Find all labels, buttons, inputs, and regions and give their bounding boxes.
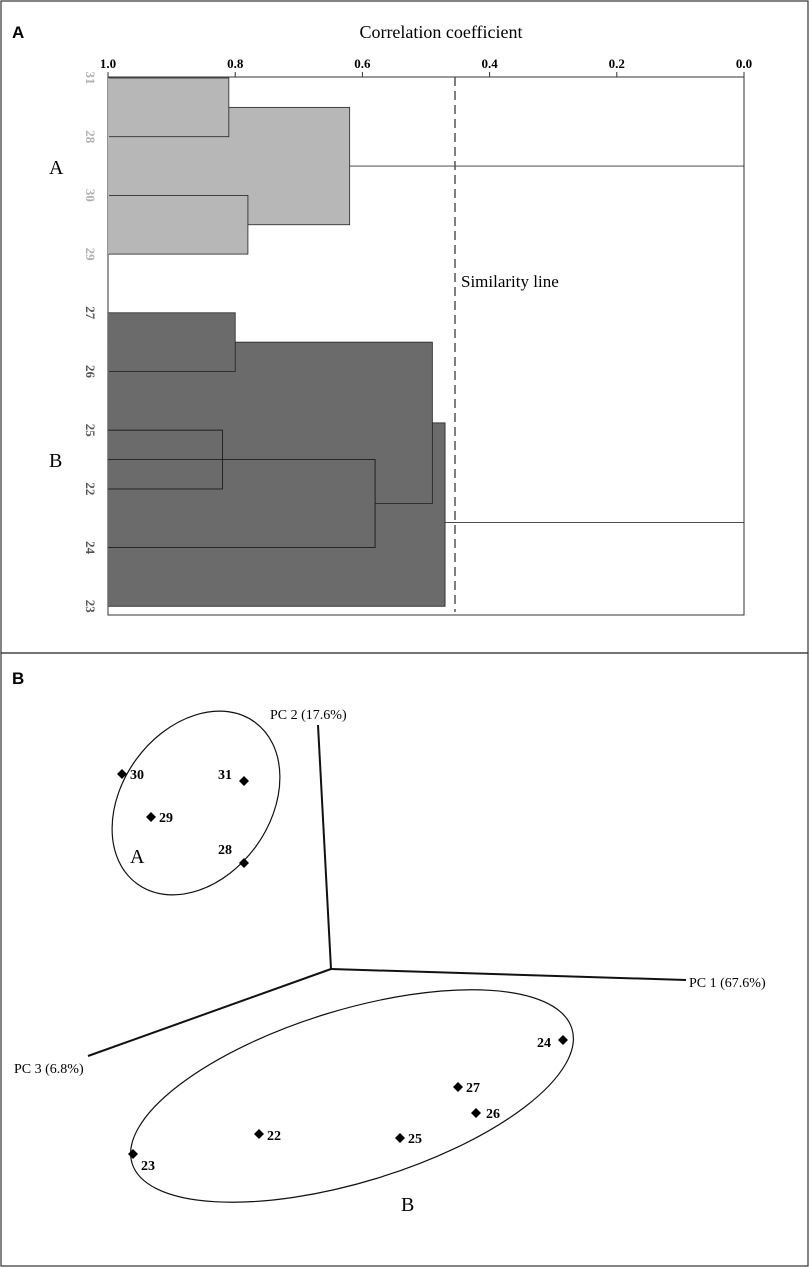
point-label: 26	[486, 1107, 500, 1122]
merge-30-29	[107, 194, 249, 255]
cluster-b-label: B	[49, 450, 62, 472]
leaf-label: 24	[83, 541, 98, 555]
panel-b-frame	[0, 652, 809, 1267]
group-a-ellipse	[111, 710, 281, 896]
dendrogram: Correlation coefficient 1.0 0.8 0.6 0.4 0.2 0…	[49, 22, 752, 616]
point-marker	[239, 858, 249, 868]
point-label: 31	[218, 768, 232, 783]
merge-31-28	[107, 77, 230, 138]
point-marker	[146, 812, 156, 822]
leaf-label: 27	[83, 306, 98, 320]
point-label: 29	[159, 811, 173, 826]
group-a-label: A	[130, 846, 145, 868]
point-marker	[395, 1133, 405, 1143]
merge-27-26	[107, 312, 236, 372]
pca-plot: PC 2 (17.6%) PC 1 (67.6%) PC 3 (6.8%) A …	[14, 708, 766, 1216]
point-label: 27	[466, 1081, 480, 1096]
leaf-label: 31	[83, 72, 98, 85]
x-tick-label: 1.0	[100, 56, 116, 71]
pc1-axis	[330, 968, 687, 981]
x-tick-label: 0.4	[481, 56, 498, 71]
similarity-line-label: Similarity line	[461, 272, 559, 291]
pc2-axis	[317, 724, 332, 970]
leaf-label: 23	[83, 600, 98, 614]
point-marker	[254, 1129, 264, 1139]
x-tick-label: 0.8	[227, 56, 244, 71]
point-marker	[558, 1035, 568, 1045]
x-tick-label: 0.6	[354, 56, 371, 71]
point-label: 30	[130, 768, 144, 783]
point-marker	[471, 1108, 481, 1118]
point-label: 22	[267, 1129, 281, 1144]
pc3-axis-label: PC 3 (6.8%)	[14, 1062, 84, 1077]
cluster-a-fill	[108, 78, 109, 255]
leaf-label: 22	[83, 482, 98, 495]
cluster-a-label: A	[49, 157, 64, 179]
x-tick-label: 0.0	[736, 56, 752, 71]
point-label: 24	[537, 1036, 551, 1051]
leaf-label: 30	[83, 189, 98, 202]
leaf-label: 29	[83, 248, 98, 262]
leaf-label: 28	[83, 130, 98, 144]
group-b-ellipse	[130, 989, 574, 1203]
leaf-label: 25	[83, 424, 98, 438]
point-label: 23	[141, 1159, 155, 1174]
point-label: 25	[408, 1132, 422, 1147]
panel-a-letter: A	[12, 23, 24, 42]
group-b-label: B	[401, 1194, 414, 1216]
leaf-label: 26	[83, 365, 98, 379]
point-label: 28	[218, 843, 232, 858]
point-marker	[453, 1082, 463, 1092]
point-marker	[128, 1149, 138, 1159]
panel-b-letter: B	[12, 669, 24, 688]
point-marker	[239, 776, 249, 786]
pc2-axis-label: PC 2 (17.6%)	[270, 708, 347, 723]
pc3-axis	[87, 968, 332, 1057]
x-tick-label: 0.2	[609, 56, 625, 71]
dendrogram-title: Correlation coefficient	[359, 22, 522, 42]
point-marker	[117, 769, 127, 779]
bracket-25-22-24	[108, 459, 376, 549]
pc1-axis-label: PC 1 (67.6%)	[689, 976, 766, 991]
